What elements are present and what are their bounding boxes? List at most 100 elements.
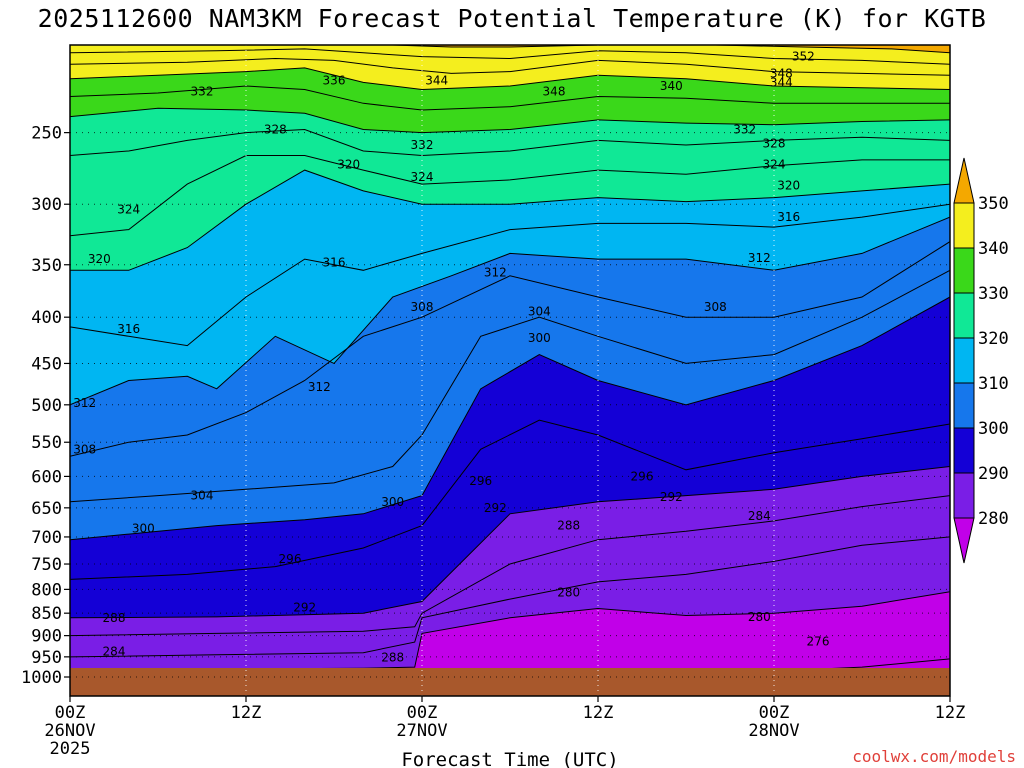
contour-label: 288 xyxy=(557,519,580,533)
contour-label: 312 xyxy=(748,251,771,265)
contour-label: 280 xyxy=(748,610,771,624)
isentrope-308 xyxy=(70,241,950,457)
isentrope-352 xyxy=(392,45,950,54)
contour-label: 300 xyxy=(132,521,155,535)
isentrope-292 xyxy=(70,466,950,619)
y-tick-label: 650 xyxy=(31,499,62,519)
contour-label: 288 xyxy=(103,611,126,625)
colorbar-band_340_350 xyxy=(953,202,975,249)
y-tick-label: 300 xyxy=(31,195,62,215)
x-tick-label: 2025 xyxy=(50,739,91,759)
contour-label: 296 xyxy=(469,474,492,488)
colorbar-band_330_340 xyxy=(953,247,975,294)
isentrope-316 xyxy=(70,203,950,347)
contour-label: 316 xyxy=(777,210,800,224)
credit-link[interactable]: coolwx.com/models xyxy=(852,747,1016,766)
y-tick-label: 500 xyxy=(31,396,62,416)
contour-label: 348 xyxy=(770,66,793,80)
contour-label: 308 xyxy=(73,442,96,456)
contour-label: 292 xyxy=(484,501,507,515)
colorbar-label: 310 xyxy=(978,374,1009,394)
y-tick-label: 450 xyxy=(31,354,62,374)
x-axis-title: Forecast Time (UTC) xyxy=(401,749,618,768)
isentrope-288 xyxy=(70,495,950,637)
isentrope-296 xyxy=(70,419,950,580)
x-tick-label: 12Z xyxy=(231,703,262,723)
contour-label: 340 xyxy=(660,79,683,93)
colorbar-label: 350 xyxy=(978,194,1009,214)
y-tick-label: 950 xyxy=(31,648,62,668)
contour-label: 344 xyxy=(425,74,448,88)
contour-label: 304 xyxy=(191,489,214,503)
contour-label: 320 xyxy=(777,178,800,192)
contour-label: 320 xyxy=(337,157,360,171)
isentrope-320 xyxy=(70,169,950,271)
y-tick-label: 550 xyxy=(31,433,62,453)
y-tick-label: 250 xyxy=(31,124,62,144)
contour-label: 312 xyxy=(308,380,331,394)
contour-label: 328 xyxy=(763,136,786,150)
colorbar-band_320_330 xyxy=(953,292,975,339)
y-tick-label: 1000 xyxy=(21,668,62,688)
isentrope-344 xyxy=(70,57,950,76)
colorbar: 280 290 300 310 320 330 340 350 xyxy=(953,157,1009,564)
contour-label: 332 xyxy=(411,138,434,152)
colorbar-band_280_290 xyxy=(953,472,975,519)
x-tick-label: 00Z xyxy=(759,703,790,723)
colorbar-label: 280 xyxy=(978,509,1009,529)
isentrope-312 xyxy=(70,216,950,406)
contour-label: 296 xyxy=(631,469,654,483)
theta-fill-layer xyxy=(70,45,950,696)
contour-label: 324 xyxy=(117,202,140,216)
fill-band-348 xyxy=(70,45,950,65)
contour-label: 292 xyxy=(660,490,683,504)
isentrope-332 xyxy=(70,107,950,134)
contour-label: 316 xyxy=(117,322,140,336)
y-tick-label: 800 xyxy=(31,580,62,600)
x-tick-label: 12Z xyxy=(935,703,966,723)
colorbar-band_300_310 xyxy=(953,382,975,429)
y-tick-label: 850 xyxy=(31,604,62,624)
contour-label: 324 xyxy=(763,157,786,171)
contour-label: 276 xyxy=(807,634,830,648)
y-tick-label: 750 xyxy=(31,555,62,575)
contour-label: 320 xyxy=(88,252,111,266)
colorbar-label: 340 xyxy=(978,239,1009,259)
isentrope-284 xyxy=(70,536,950,658)
contour-label: 344 xyxy=(770,75,793,89)
contour-label: 292 xyxy=(293,601,316,615)
contour-label: 308 xyxy=(704,300,727,314)
colorbar-band_290_300 xyxy=(953,427,975,474)
contour-label: 296 xyxy=(279,552,302,566)
isentrope-348 xyxy=(70,48,950,65)
contour-label: 312 xyxy=(484,266,507,280)
isentrope-304 xyxy=(70,269,950,503)
contour-label: 308 xyxy=(411,300,434,314)
contour-label: 300 xyxy=(528,331,551,345)
y-tick-label: 600 xyxy=(31,467,62,487)
contour-label: 284 xyxy=(103,644,126,658)
x-tick-label: 00Z xyxy=(407,703,438,723)
ground-below-surface xyxy=(70,668,950,696)
y-tick-label: 400 xyxy=(31,308,62,328)
y-tick-label: 350 xyxy=(31,256,62,276)
colorbar-bottom-arrow xyxy=(953,517,975,564)
contour-label: 300 xyxy=(381,495,404,509)
colorbar-label: 320 xyxy=(978,329,1009,349)
contour-label: 280 xyxy=(557,585,580,599)
colorbar-label: 290 xyxy=(978,464,1009,484)
contour-label-layer: 3523483443403483443363323323283243203163… xyxy=(73,50,829,665)
contour-label: 328 xyxy=(264,122,287,136)
colorbar-band_310_320 xyxy=(953,337,975,384)
x-tick-label: 12Z xyxy=(583,703,614,723)
x-tick-label: 00Z xyxy=(55,703,86,723)
contour-label: 332 xyxy=(733,122,756,136)
chart-title: 2025112600 NAM3KM Forecast Potential Tem… xyxy=(37,4,987,33)
contour-label: 332 xyxy=(191,84,214,98)
contour-label: 348 xyxy=(543,84,566,98)
contour-label: 352 xyxy=(792,50,815,64)
colorbar-top-arrow xyxy=(953,157,975,204)
